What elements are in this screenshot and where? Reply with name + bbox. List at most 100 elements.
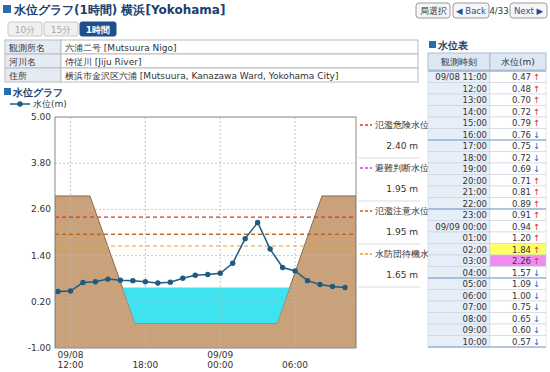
table-level: 0.48 xyxy=(512,84,531,94)
table-group-separator xyxy=(428,70,546,71)
tab-label[interactable]: 1時間 xyxy=(86,25,110,35)
info-value-cell xyxy=(61,68,418,82)
plot-frame xyxy=(55,117,356,348)
chart-title: 水位グラフ xyxy=(12,87,63,98)
table-level: 0.89 xyxy=(512,199,531,209)
table-time-cell xyxy=(428,198,490,210)
threshold-name: 氾濫注意水位 xyxy=(375,206,429,216)
info-value: 侍従川 [Jiju River] xyxy=(65,57,141,67)
series-point xyxy=(130,278,135,283)
table-level-cell xyxy=(490,198,546,210)
heading-icon xyxy=(4,88,11,95)
table-time-cell xyxy=(428,290,490,302)
table-group-separator xyxy=(428,346,546,347)
table-level-cell xyxy=(490,129,546,141)
table-level-cell xyxy=(490,290,546,302)
table-level: 0.70 xyxy=(512,95,531,105)
table-time-cell xyxy=(428,152,490,164)
y-tick-label: 3.80 xyxy=(31,158,51,168)
table-group-separator xyxy=(428,208,546,209)
series-point xyxy=(118,278,123,283)
table-time: 23:00 xyxy=(463,210,488,220)
table-time-cell xyxy=(428,117,490,129)
table-time: 07:00 xyxy=(463,302,488,312)
x-tick-label: 18:00 xyxy=(132,360,158,370)
table-level-cell xyxy=(490,152,546,164)
table-level-cell xyxy=(490,209,546,221)
table-time: 20:00 xyxy=(463,176,488,186)
series-line xyxy=(58,222,345,291)
x-tick-line: 00:00 xyxy=(207,360,233,370)
table-level-cell xyxy=(490,106,546,118)
threshold-line xyxy=(55,217,356,218)
tab[interactable] xyxy=(80,22,116,36)
table-time-cell xyxy=(428,83,490,95)
table-group-separator xyxy=(428,139,546,140)
info-label-cell xyxy=(5,54,61,68)
table-time: 06:00 xyxy=(463,291,488,301)
table-time-cell xyxy=(428,313,490,325)
nav-button-label[interactable]: ◀ Back xyxy=(456,6,486,16)
nav-button[interactable] xyxy=(416,3,450,18)
title-icon xyxy=(3,5,11,13)
table-trend: ↓ xyxy=(533,314,540,324)
table-time-cell xyxy=(428,255,490,267)
table-level: 2.26 xyxy=(512,256,531,266)
table-level-cell xyxy=(490,221,546,233)
table-header-cell xyxy=(428,53,490,70)
info-value: 六浦二号 [Mutsuura Nigo] xyxy=(65,43,177,53)
series-point xyxy=(193,273,198,278)
nav-button-label[interactable]: 局選択 xyxy=(420,6,447,16)
tab[interactable] xyxy=(8,22,42,36)
table-time: 05:00 xyxy=(463,279,488,289)
table-time: 14:00 xyxy=(463,107,488,117)
series-point xyxy=(180,276,185,281)
nav-button[interactable] xyxy=(510,3,547,18)
table-trend: ↓ xyxy=(533,325,540,335)
table-level: 0.47 xyxy=(512,72,531,82)
table-level: 0.72 xyxy=(512,153,531,163)
series-point xyxy=(317,282,322,287)
table-time: 13:00 xyxy=(463,95,488,105)
table-level-cell xyxy=(490,255,546,267)
table-level: 0.75 xyxy=(512,302,531,312)
table-level-cell xyxy=(490,186,546,198)
table-level: 1.20 xyxy=(512,233,531,243)
nav-button[interactable] xyxy=(453,3,489,18)
table-level-cell xyxy=(490,244,546,256)
x-tick-line: 12:00 xyxy=(58,360,84,370)
table-time: 01:00 xyxy=(463,233,488,243)
table-time-cell xyxy=(428,221,490,233)
threshold-key xyxy=(360,167,372,168)
table-time-cell xyxy=(428,175,490,187)
nav-button-label[interactable]: Next ▶ xyxy=(514,6,544,16)
y-tick-label: -1.00 xyxy=(28,343,52,353)
table-level: 0.69 xyxy=(512,164,531,174)
tab[interactable] xyxy=(44,22,78,36)
table-time-cell xyxy=(428,186,490,198)
tab-label[interactable]: 10分 xyxy=(15,25,35,35)
table-level-cell xyxy=(490,83,546,95)
series-point xyxy=(255,220,260,225)
table-trend: ↓ xyxy=(533,268,540,278)
page-title: 水位グラフ(1時間) 横浜[Yokohama] xyxy=(13,3,225,17)
grid-line-y xyxy=(55,209,356,210)
tab-label[interactable]: 15分 xyxy=(51,25,71,35)
table-time-cell xyxy=(428,336,490,348)
table-level-cell xyxy=(490,94,546,106)
table-level-cell xyxy=(490,117,546,129)
table-level: 0.65 xyxy=(512,314,531,324)
table-header: 水位(m) xyxy=(501,57,535,67)
series-point xyxy=(80,280,85,285)
series-point xyxy=(205,272,210,277)
threshold-name: 氾濫危険水位 xyxy=(375,120,429,130)
legend-marker xyxy=(17,101,22,106)
table-time: 17:00 xyxy=(463,141,488,151)
series-point xyxy=(93,279,98,284)
table-header: 観測時刻 xyxy=(441,57,477,67)
table-time: 09:00 xyxy=(463,325,488,335)
threshold-separator xyxy=(358,287,420,288)
series-point xyxy=(330,284,335,289)
threshold-value: 1.95 m xyxy=(386,227,418,237)
water xyxy=(122,288,289,323)
